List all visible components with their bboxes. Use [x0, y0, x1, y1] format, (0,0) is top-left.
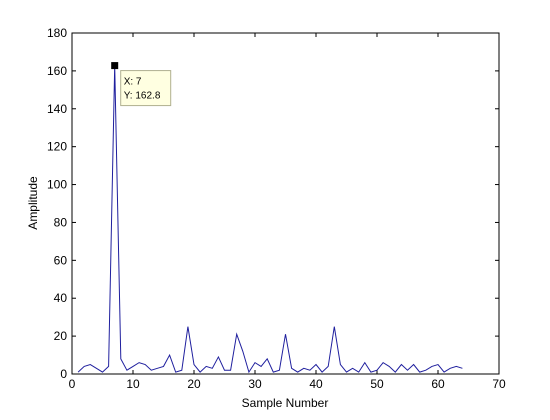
x-tick-label: 60	[431, 377, 445, 391]
x-tick-label: 10	[126, 377, 140, 391]
y-tick-label: 20	[54, 329, 68, 343]
y-tick-label: 0	[60, 367, 67, 381]
y-axis-ticks: 0 20 40 60 80 100 120 140 160 180	[47, 26, 499, 381]
series-line	[77, 65, 463, 374]
x-tick-label: 0	[69, 377, 76, 391]
y-tick-label: 100	[47, 178, 67, 192]
y-axis-label: Amplitude	[26, 176, 40, 230]
x-tick-label: 30	[248, 377, 262, 391]
datatip-marker[interactable]	[111, 62, 119, 70]
datatip-x-text: X: 7	[124, 77, 142, 88]
y-tick-label: 140	[47, 102, 67, 116]
y-tick-label: 180	[47, 26, 67, 40]
x-tick-label: 50	[370, 377, 384, 391]
x-tick-label: 20	[187, 377, 201, 391]
datatip[interactable]: X: 7 Y: 162.8	[111, 62, 172, 107]
y-tick-label: 60	[54, 253, 68, 267]
y-tick-label: 80	[54, 215, 68, 229]
x-axis-ticks: 0 10 20 30 40 50 60 70	[69, 33, 506, 391]
x-tick-label: 70	[492, 377, 506, 391]
y-tick-label: 120	[47, 140, 67, 154]
datatip-box	[120, 70, 172, 107]
y-tick-label: 160	[47, 64, 67, 78]
y-tick-label: 40	[54, 291, 68, 305]
x-tick-label: 40	[309, 377, 323, 391]
datatip-y-text: Y: 162.8	[124, 91, 161, 102]
x-axis-label: Sample Number	[242, 396, 329, 410]
